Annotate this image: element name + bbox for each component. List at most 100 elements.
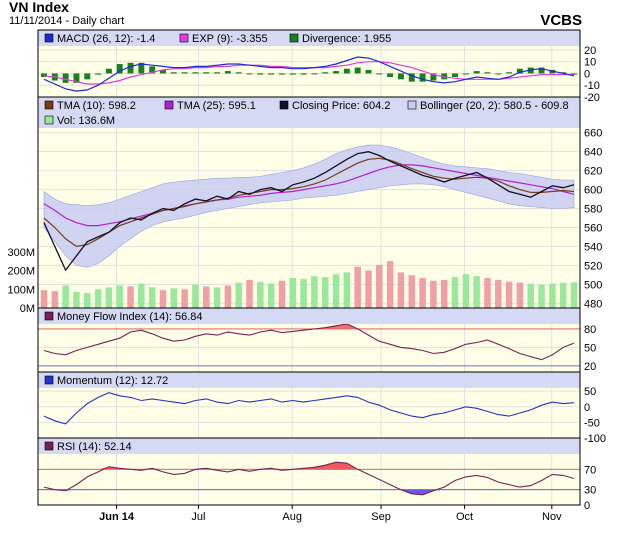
macd-divergence-bar: [95, 73, 102, 75]
macd-divergence-bar: [105, 68, 112, 74]
volume-bar: [62, 285, 69, 308]
volume-bar: [570, 282, 578, 308]
rsi-legend-bar: [38, 438, 580, 454]
macd-divergence-bar: [84, 73, 91, 80]
price-legend-bar: [38, 97, 580, 128]
price-legend-swatch: [164, 100, 174, 110]
brand-label: VCBS: [540, 12, 582, 29]
macd-divergence-bar: [397, 73, 404, 80]
macd-divergence-bar: [333, 71, 340, 74]
price-legend-label: Closing Price: 604.2: [292, 100, 390, 112]
volume-bar: [397, 272, 405, 308]
macd-legend-swatch: [179, 33, 189, 43]
price-legend-label: Bollinger (20, 2): 580.5 - 609.8: [420, 100, 569, 112]
macd-divergence-bar: [365, 69, 372, 74]
volume-bar: [138, 283, 145, 308]
price-legend-label: Vol: 136.6M: [57, 115, 115, 127]
volume-bar: [267, 283, 275, 308]
volume-bar: [235, 282, 242, 308]
volume-bar: [559, 282, 567, 308]
macd-divergence-bar: [224, 71, 231, 74]
macd-divergence-bar: [289, 73, 296, 75]
macd-legend-bar: [38, 30, 580, 46]
rsi-legend-swatch: [44, 441, 54, 451]
mfi-tick-label: 20: [584, 361, 596, 373]
x-axis-tick-label: Sep: [371, 511, 391, 523]
volume-bar: [246, 279, 253, 308]
x-axis-tick-label: Jun 14: [99, 511, 135, 523]
volume-bar: [170, 288, 178, 308]
macd-divergence-bar: [311, 73, 318, 75]
macd-divergence-bar: [322, 72, 329, 74]
volume-bar: [278, 280, 286, 308]
volume-bar: [549, 283, 556, 308]
mfi-legend-label: Money Flow Index (14): 56.84: [57, 311, 203, 323]
volume-bar: [289, 278, 297, 308]
macd-legend-label: Divergence: 1.955: [302, 33, 391, 45]
macd-divergence-bar: [127, 62, 134, 74]
volume-bar: [203, 286, 210, 308]
volume-bar: [505, 281, 513, 308]
bollinger-band: [43, 144, 575, 268]
macd-divergence-bar: [300, 73, 307, 75]
macd-divergence-bar: [452, 73, 458, 77]
momentum-tick-label: 0: [584, 402, 590, 414]
volume-bar: [386, 261, 394, 308]
volume-tick-label: 0M: [20, 303, 35, 315]
volume-tick-label: 300M: [7, 247, 35, 259]
volume-bar: [321, 277, 329, 308]
volume-bar: [94, 289, 102, 308]
volume-bar: [484, 278, 491, 308]
macd-divergence-bar: [354, 67, 361, 74]
macd-divergence-bar: [203, 72, 210, 74]
macd-legend-label: EXP (9): -3.355: [192, 33, 268, 45]
macd-divergence-bar: [257, 73, 264, 75]
volume-bar: [527, 283, 534, 308]
volume-bar: [311, 276, 318, 308]
chart-title: VN Index: [9, 0, 69, 15]
tma10-line: [43, 157, 575, 248]
momentum-legend-swatch: [44, 375, 54, 385]
momentum-line: [43, 392, 575, 425]
macd-tick-label: -10: [584, 80, 600, 92]
macd-tick-label: -20: [584, 92, 600, 104]
rsi-tick-label: 70: [584, 464, 596, 476]
volume-bar: [300, 278, 307, 308]
momentum-tick-label: -50: [584, 417, 600, 429]
x-axis-tick-label: Aug: [282, 511, 302, 523]
macd-divergence-bar: [149, 66, 156, 74]
volume-bar: [84, 293, 91, 308]
x-axis-tick-label: Nov: [542, 511, 562, 523]
price-tick-label: 540: [584, 241, 602, 253]
rsi-tick-label: 0: [584, 500, 590, 512]
price-legend-label: TMA (25): 595.1: [177, 100, 256, 112]
volume-bar: [213, 287, 221, 308]
price-tick-label: 580: [584, 204, 602, 216]
volume-bar: [148, 287, 156, 308]
macd-divergence-bar: [41, 73, 47, 77]
price-tick-label: 560: [584, 222, 602, 234]
volume-bar: [105, 287, 113, 308]
macd-divergence-bar: [138, 62, 145, 74]
price-tick-label: 480: [584, 298, 602, 310]
macd-tick-label: 10: [584, 57, 596, 69]
macd-legend-swatch: [44, 33, 54, 43]
macd-divergence-bar: [246, 73, 253, 75]
mfi-line: [43, 323, 575, 361]
volume-bar: [332, 274, 340, 308]
price-legend-swatch: [44, 115, 54, 125]
volume-bar: [224, 285, 232, 308]
volume-bar: [538, 284, 545, 308]
macd-divergence-bar: [376, 73, 383, 75]
macd-divergence-bar: [192, 72, 199, 74]
volume-bar: [343, 272, 351, 308]
volume-tick-label: 200M: [7, 266, 35, 278]
macd-divergence-bar: [214, 72, 221, 74]
macd-divergence-bar: [462, 73, 469, 75]
macd-divergence-bar: [473, 71, 480, 74]
macd-divergence-bar: [484, 72, 491, 74]
volume-bar: [73, 292, 80, 308]
price-tick-label: 600: [584, 185, 602, 197]
x-axis-tick-label: Oct: [456, 511, 473, 523]
